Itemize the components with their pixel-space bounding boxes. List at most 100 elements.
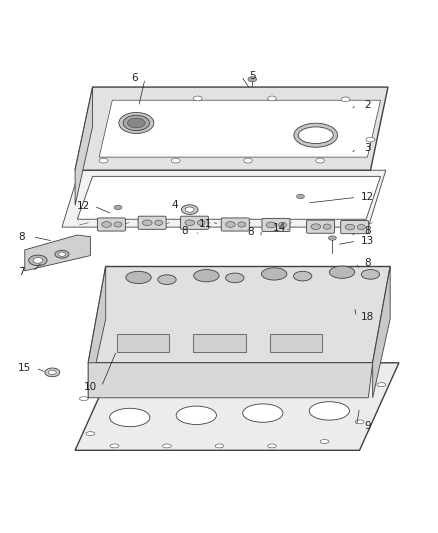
Ellipse shape [293,271,311,281]
Polygon shape [88,363,372,398]
FancyBboxPatch shape [306,220,334,233]
Ellipse shape [171,158,180,163]
Ellipse shape [225,273,244,282]
Ellipse shape [102,222,111,228]
Ellipse shape [322,224,330,229]
Ellipse shape [184,220,194,225]
Ellipse shape [357,224,364,230]
Ellipse shape [306,367,315,372]
Ellipse shape [340,97,349,102]
Ellipse shape [254,367,263,372]
Text: 7: 7 [18,266,25,277]
Ellipse shape [123,115,149,131]
Ellipse shape [86,432,95,435]
Ellipse shape [55,251,69,258]
Ellipse shape [28,255,47,265]
Ellipse shape [127,118,145,128]
Text: 13: 13 [360,236,373,246]
Ellipse shape [344,224,354,230]
Text: 18: 18 [360,312,373,322]
FancyBboxPatch shape [261,219,289,231]
Ellipse shape [181,205,198,214]
Ellipse shape [376,383,385,386]
Bar [269,334,321,352]
Ellipse shape [310,224,320,230]
Ellipse shape [114,222,122,227]
Polygon shape [62,170,385,227]
Ellipse shape [119,112,153,133]
Ellipse shape [58,252,65,256]
Text: 8: 8 [246,228,253,237]
Bar [117,334,169,352]
Text: 14: 14 [272,223,286,233]
Ellipse shape [142,220,152,225]
Ellipse shape [45,368,60,377]
Polygon shape [99,100,380,157]
Ellipse shape [110,444,119,448]
Ellipse shape [193,270,219,282]
Ellipse shape [197,220,205,225]
Polygon shape [25,235,90,271]
Text: 10: 10 [84,382,97,392]
Ellipse shape [79,397,88,401]
Ellipse shape [154,220,162,225]
Polygon shape [75,363,398,450]
Ellipse shape [114,205,122,209]
Polygon shape [88,266,389,363]
Ellipse shape [293,123,337,147]
Ellipse shape [48,370,56,375]
FancyBboxPatch shape [340,221,368,233]
Ellipse shape [247,77,256,82]
Ellipse shape [315,158,324,163]
Polygon shape [88,266,106,398]
Ellipse shape [193,96,201,101]
Ellipse shape [359,374,367,378]
Text: 12: 12 [360,192,373,203]
Ellipse shape [354,420,363,424]
Text: 9: 9 [363,421,370,431]
Ellipse shape [201,367,210,372]
Text: 6: 6 [131,74,137,83]
Polygon shape [75,87,92,205]
Polygon shape [75,87,387,170]
Ellipse shape [176,406,216,424]
FancyBboxPatch shape [97,218,125,231]
Ellipse shape [215,444,223,448]
FancyBboxPatch shape [180,216,208,229]
Text: 8: 8 [18,232,25,242]
Ellipse shape [328,236,336,240]
Ellipse shape [157,275,176,285]
FancyBboxPatch shape [221,218,249,231]
Ellipse shape [261,268,286,280]
Text: 2: 2 [363,100,370,110]
Text: 8: 8 [181,225,187,236]
Ellipse shape [267,96,276,101]
Text: 12: 12 [76,201,89,211]
Ellipse shape [162,444,171,448]
Ellipse shape [328,266,354,278]
Bar [193,334,245,352]
Ellipse shape [149,367,158,372]
Text: 15: 15 [18,363,31,373]
Ellipse shape [185,207,194,212]
Ellipse shape [360,270,379,279]
Ellipse shape [297,127,332,143]
Ellipse shape [110,408,150,426]
Ellipse shape [308,402,349,420]
Text: 11: 11 [198,219,212,229]
Ellipse shape [278,222,286,228]
Ellipse shape [237,222,245,227]
Ellipse shape [296,195,304,199]
Ellipse shape [365,137,374,142]
Ellipse shape [225,222,235,228]
Ellipse shape [99,158,108,163]
FancyBboxPatch shape [138,216,166,229]
Text: 8: 8 [363,227,370,237]
Ellipse shape [243,158,252,163]
Ellipse shape [267,444,276,448]
Ellipse shape [266,222,276,228]
Text: 8: 8 [363,258,370,268]
Text: 4: 4 [171,200,178,210]
Ellipse shape [126,271,151,284]
Text: 5: 5 [248,71,255,81]
